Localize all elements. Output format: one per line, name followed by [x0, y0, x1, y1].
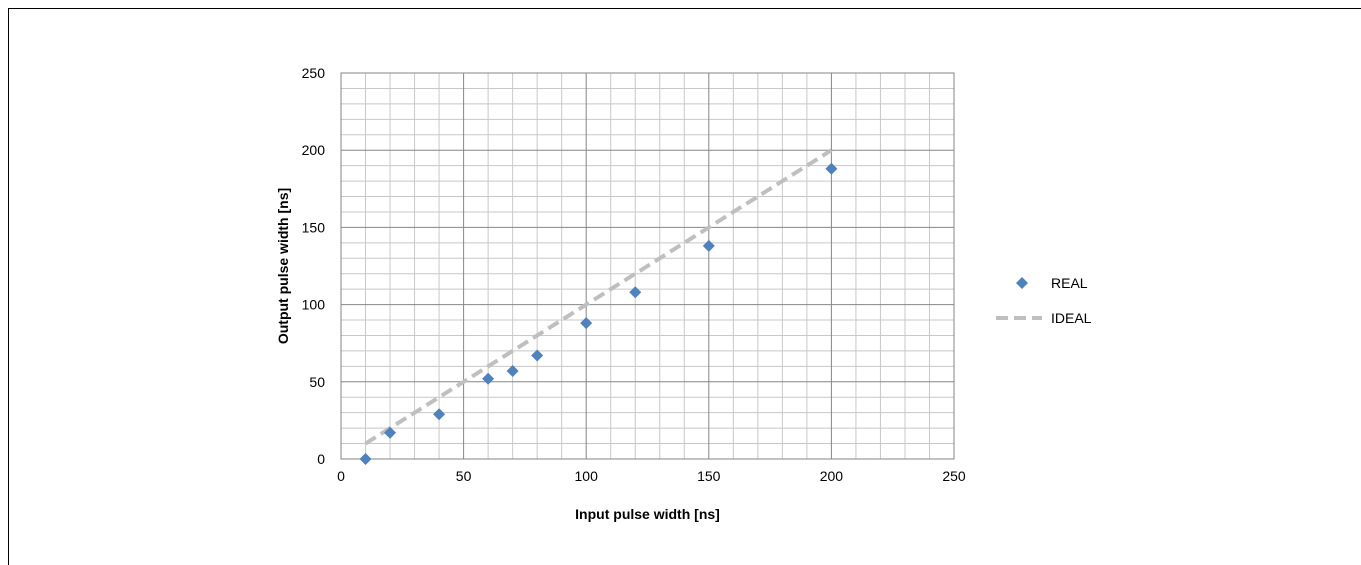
- legend-marker-real: [1016, 277, 1028, 289]
- y-tick-label: 150: [302, 219, 326, 235]
- x-tick-label: 50: [456, 468, 472, 484]
- y-tick-label: 0: [317, 451, 325, 467]
- data-point-real: [580, 317, 593, 330]
- data-point-real: [384, 426, 397, 439]
- y-tick-labels: 0 50 100 150 200 250: [302, 65, 326, 467]
- grid-major: [341, 73, 954, 459]
- x-tick-label: 0: [337, 468, 345, 484]
- data-point-real: [531, 349, 544, 362]
- chart-frame: [8, 8, 1361, 565]
- legend-label-ideal: IDEAL: [1051, 310, 1092, 326]
- x-tick-label: 250: [942, 468, 966, 484]
- legend-label-real: REAL: [1051, 275, 1088, 291]
- series-line-ideal: [364, 148, 833, 446]
- data-point-real: [702, 239, 715, 252]
- series-lines: [364, 148, 833, 446]
- plot-area-border: [340, 72, 955, 460]
- data-point-real: [629, 286, 642, 299]
- y-axis-title: Output pulse width [ns]: [275, 188, 291, 344]
- data-point-real: [506, 364, 519, 377]
- x-tick-label: 150: [697, 468, 721, 484]
- x-tick-label: 200: [820, 468, 844, 484]
- y-tick-label: 250: [302, 65, 326, 81]
- legend: REAL IDEAL: [996, 275, 1092, 326]
- y-tick-label: 100: [302, 297, 326, 313]
- data-point-real: [482, 372, 495, 385]
- data-point-real: [825, 162, 838, 175]
- x-axis-title: Input pulse width [ns]: [575, 506, 720, 522]
- data-point-real: [433, 408, 446, 421]
- y-tick-label: 200: [302, 142, 326, 158]
- x-tick-labels: 0 50 100 150 200 250: [337, 468, 966, 484]
- data-point-real: [359, 453, 372, 465]
- series-points: [359, 162, 838, 465]
- y-tick-label: 50: [309, 374, 325, 390]
- x-tick-label: 100: [575, 468, 599, 484]
